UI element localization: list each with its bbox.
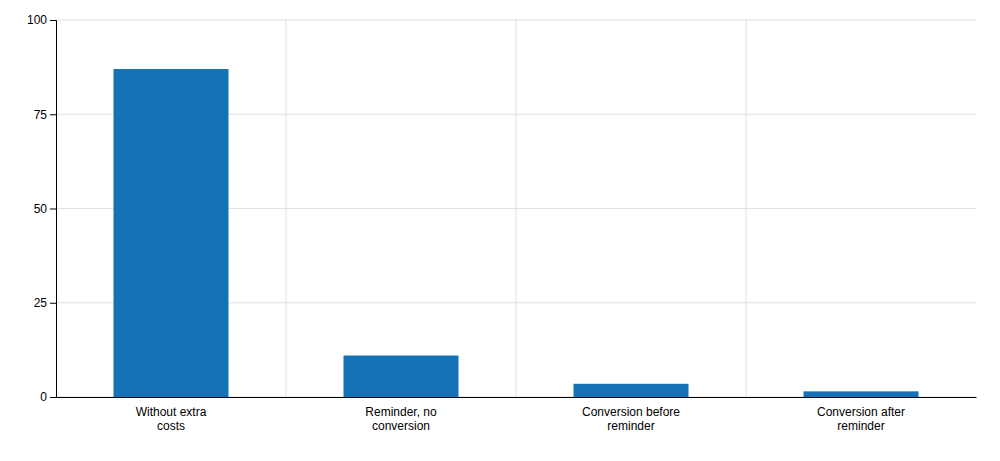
chart: 0 25 50 75 100 Without extracosts Reminder, no… bbox=[0, 0, 1000, 461]
tick: 50 bbox=[34, 202, 56, 216]
tick-label: 75 bbox=[34, 108, 48, 122]
tick-label: Conversion afterreminder bbox=[817, 405, 905, 433]
tick: 100 bbox=[27, 13, 56, 27]
grid bbox=[56, 20, 976, 397]
tick-label-line: Reminder, no bbox=[365, 405, 437, 419]
tick: Without extracosts bbox=[136, 405, 207, 433]
tick: 0 bbox=[40, 390, 56, 404]
tick-label: 100 bbox=[27, 13, 47, 27]
tick-label: 50 bbox=[34, 202, 48, 216]
x-axis: Without extracosts Reminder, noconversion… bbox=[57, 398, 977, 433]
bar bbox=[114, 69, 229, 397]
axis-line bbox=[50, 21, 57, 398]
tick-label-line: reminder bbox=[837, 419, 884, 433]
tick-label: 0 bbox=[40, 390, 47, 404]
tick-label-line: costs bbox=[157, 419, 185, 433]
y-axis: 0 25 50 75 100 bbox=[27, 13, 57, 404]
tick: 75 bbox=[34, 108, 56, 122]
axis-line bbox=[57, 397, 977, 398]
tick-label: Conversion beforereminder bbox=[582, 405, 680, 433]
tick-mark bbox=[50, 114, 56, 115]
bar bbox=[804, 391, 919, 397]
bars bbox=[114, 69, 919, 397]
category-separator bbox=[516, 20, 517, 397]
bar bbox=[574, 384, 689, 397]
tick: Reminder, noconversion bbox=[365, 405, 437, 433]
tick-label-line: Conversion before bbox=[582, 405, 680, 419]
tick-label-line: reminder bbox=[607, 419, 654, 433]
tick-label: Reminder, noconversion bbox=[365, 405, 437, 433]
tick-label-line: conversion bbox=[372, 419, 430, 433]
tick-label: 25 bbox=[34, 296, 48, 310]
tick: Conversion beforereminder bbox=[582, 405, 680, 433]
tick-label: Without extracosts bbox=[136, 405, 207, 433]
category-separator bbox=[286, 20, 287, 397]
bar bbox=[344, 356, 459, 397]
category-separator bbox=[746, 20, 747, 397]
tick-mark bbox=[50, 303, 56, 304]
tick: Conversion afterreminder bbox=[817, 405, 905, 433]
tick-label-line: Without extra bbox=[136, 405, 207, 419]
tick-label-line: Conversion after bbox=[817, 405, 905, 419]
tick-mark bbox=[50, 209, 56, 210]
tick-mark bbox=[50, 397, 56, 398]
tick-mark bbox=[50, 20, 56, 21]
tick: 25 bbox=[34, 296, 56, 310]
plot: 0 25 50 75 100 Without extracosts Reminder, no… bbox=[27, 13, 977, 433]
